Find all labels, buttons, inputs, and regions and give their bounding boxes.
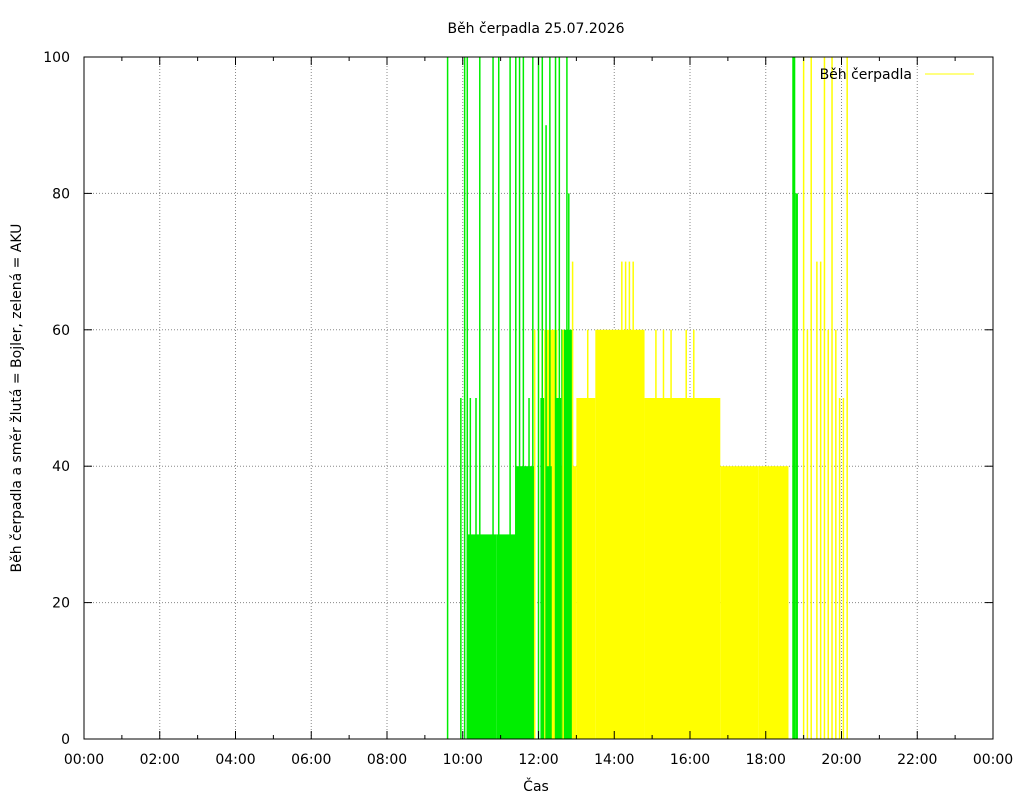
bar-block bbox=[795, 193, 798, 739]
x-tick-label: 00:00 bbox=[973, 752, 1013, 768]
bar-spike bbox=[835, 329, 837, 739]
bar-spike bbox=[823, 57, 826, 739]
bar-spike bbox=[785, 466, 788, 739]
bar-spike bbox=[670, 329, 672, 739]
bar-spike bbox=[446, 57, 449, 739]
bar-block bbox=[644, 398, 721, 739]
bar-spike bbox=[621, 261, 623, 739]
bar-spike bbox=[532, 57, 534, 739]
bar-spike bbox=[846, 57, 848, 739]
x-tick-label: 02:00 bbox=[140, 752, 180, 768]
y-tick-label: 60 bbox=[52, 323, 70, 339]
bar-spike bbox=[819, 261, 822, 739]
bar-spike bbox=[655, 329, 657, 739]
plot-frame bbox=[83, 56, 994, 740]
y-tick-label: 80 bbox=[52, 186, 70, 202]
bar-block bbox=[720, 466, 759, 739]
bar-spike bbox=[780, 466, 782, 739]
x-axis-label: Čas bbox=[523, 777, 549, 795]
bar-spike bbox=[528, 398, 530, 739]
bar-spike bbox=[624, 261, 627, 739]
bar-spike bbox=[522, 57, 525, 739]
bar-spike bbox=[533, 329, 536, 739]
x-tick-label: 00:00 bbox=[64, 752, 104, 768]
bar-spike bbox=[492, 57, 494, 739]
y-tick-label: 20 bbox=[52, 596, 70, 612]
bar-spike bbox=[562, 329, 564, 739]
bar-block bbox=[576, 398, 596, 739]
bar-spike bbox=[704, 398, 706, 739]
bar-spike bbox=[554, 57, 557, 739]
bar-spike bbox=[460, 398, 462, 739]
x-tick-label: 22:00 bbox=[897, 752, 937, 768]
chart-title: Běh čerpadla 25.07.2026 bbox=[447, 21, 624, 37]
bar-block bbox=[546, 466, 552, 739]
bar-spike bbox=[693, 329, 695, 739]
y-axis-label: Běh čerpadla a směr žlutá = Bojler, zele… bbox=[9, 224, 25, 573]
bar-block bbox=[765, 534, 789, 739]
bar-spike bbox=[816, 261, 818, 739]
bar-spike bbox=[509, 57, 511, 739]
bar-spike bbox=[628, 261, 631, 739]
y-tick-label: 100 bbox=[43, 50, 70, 66]
bar-spike bbox=[772, 466, 775, 739]
axes: 0 20 40 60 80 100 00:00 02:00 04:00 06:00 08:00 10:… bbox=[43, 50, 1013, 768]
x-tick-label: 06:00 bbox=[291, 752, 331, 768]
bar-spike bbox=[571, 261, 574, 739]
bar-spike bbox=[463, 57, 466, 739]
legend-label: Běh čerpadla bbox=[820, 67, 912, 83]
bar-block bbox=[496, 534, 516, 739]
bar-spike bbox=[802, 57, 805, 739]
bar-spike bbox=[717, 398, 720, 739]
bar-spike bbox=[604, 329, 606, 739]
data-layer bbox=[446, 57, 848, 739]
x-tick-label: 08:00 bbox=[367, 752, 407, 768]
bar-spike bbox=[515, 57, 517, 739]
bar-spike bbox=[558, 57, 561, 739]
x-tick-label: 10:00 bbox=[443, 752, 483, 768]
bar-block bbox=[479, 534, 497, 739]
legend: Běh čerpadla bbox=[820, 67, 974, 83]
bar-spike bbox=[838, 398, 841, 739]
bar-spike bbox=[566, 57, 568, 739]
y-tick-label: 0 bbox=[61, 732, 70, 748]
x-tick-label: 12:00 bbox=[518, 752, 558, 768]
bar-spike bbox=[806, 329, 809, 739]
bar-spike bbox=[765, 466, 767, 739]
bar-spike bbox=[469, 398, 472, 739]
bar-spike bbox=[827, 329, 829, 739]
bar-spike bbox=[685, 329, 687, 739]
bar-spike bbox=[549, 57, 551, 739]
bar-block bbox=[555, 398, 562, 739]
bar-spike bbox=[810, 57, 812, 739]
bar-block bbox=[792, 57, 796, 739]
bar-spike bbox=[466, 57, 469, 739]
bar-spike bbox=[545, 125, 547, 739]
x-tick-label: 20:00 bbox=[821, 752, 861, 768]
bar-spike bbox=[552, 329, 555, 739]
bar-block bbox=[466, 534, 480, 739]
y-tick-label: 40 bbox=[52, 459, 70, 475]
bar-spike bbox=[632, 261, 634, 739]
bar-spike bbox=[475, 398, 477, 739]
x-tick-label: 14:00 bbox=[594, 752, 634, 768]
bar-spike bbox=[479, 57, 481, 739]
bar-spike bbox=[586, 329, 589, 739]
bar-block bbox=[515, 466, 535, 739]
bar-spike bbox=[537, 57, 540, 739]
bar-spike bbox=[541, 57, 544, 739]
bar-block bbox=[595, 329, 645, 739]
bar-spike bbox=[518, 57, 521, 739]
x-tick-label: 04:00 bbox=[215, 752, 255, 768]
bar-spike bbox=[598, 329, 600, 739]
bar-spike bbox=[842, 398, 845, 739]
bar-spike bbox=[662, 329, 665, 739]
bar-spike bbox=[831, 57, 833, 739]
bar-spike bbox=[497, 57, 500, 739]
x-tick-label: 18:00 bbox=[746, 752, 786, 768]
x-tick-label: 16:00 bbox=[670, 752, 710, 768]
bar-spike bbox=[568, 193, 570, 739]
